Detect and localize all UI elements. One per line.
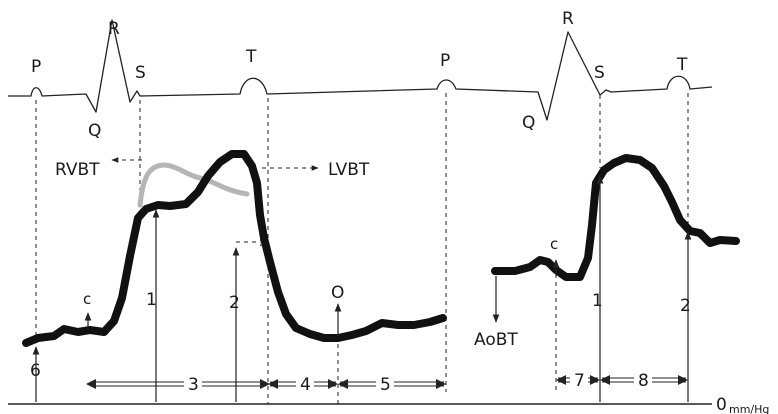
interval-label-3: 3	[188, 375, 199, 395]
ecg-label-r1: R	[108, 19, 120, 39]
ecg-label-p2: P	[440, 51, 450, 71]
interval-label-8: 8	[638, 371, 649, 391]
ecg-label-p1: P	[31, 57, 41, 77]
o-label: O	[331, 283, 344, 303]
interval-label-7: 7	[574, 371, 585, 391]
c1-label: c	[83, 290, 91, 308]
baseline-zero-label: 0	[716, 395, 727, 414]
ecg-label-q2: Q	[522, 113, 535, 133]
rvbt-label: RVBT	[55, 160, 100, 180]
ecg-label-q1: Q	[88, 121, 101, 141]
interval-label-4: 4	[300, 375, 311, 395]
measure-label-1a: 1	[146, 290, 157, 310]
ecg-label-r2: R	[562, 9, 574, 29]
aortic-pressure-curve	[491, 154, 740, 281]
interval-label-5: 5	[380, 375, 391, 395]
ecg-label-s2: S	[594, 63, 605, 83]
ecg-label-s1: S	[135, 63, 146, 83]
ecg-trace	[8, 19, 713, 121]
interval-3	[86, 379, 270, 389]
measure-label-1b: 1	[592, 291, 603, 311]
aobt-label: AoBT	[474, 330, 518, 350]
baseline-unit-label: mm/Hg	[729, 403, 769, 414]
ecg-label-t2: T	[676, 55, 688, 75]
lv-pressure-curve	[22, 150, 447, 347]
measure-label-6: 6	[30, 361, 41, 381]
lvbt-label: LVBT	[328, 160, 370, 180]
rv-pressure-curve	[137, 162, 250, 208]
c2-label: c	[550, 235, 558, 253]
measure-label-2a: 2	[229, 293, 240, 313]
ecg-label-t1: T	[245, 47, 257, 67]
measure-label-2b: 2	[680, 296, 691, 316]
